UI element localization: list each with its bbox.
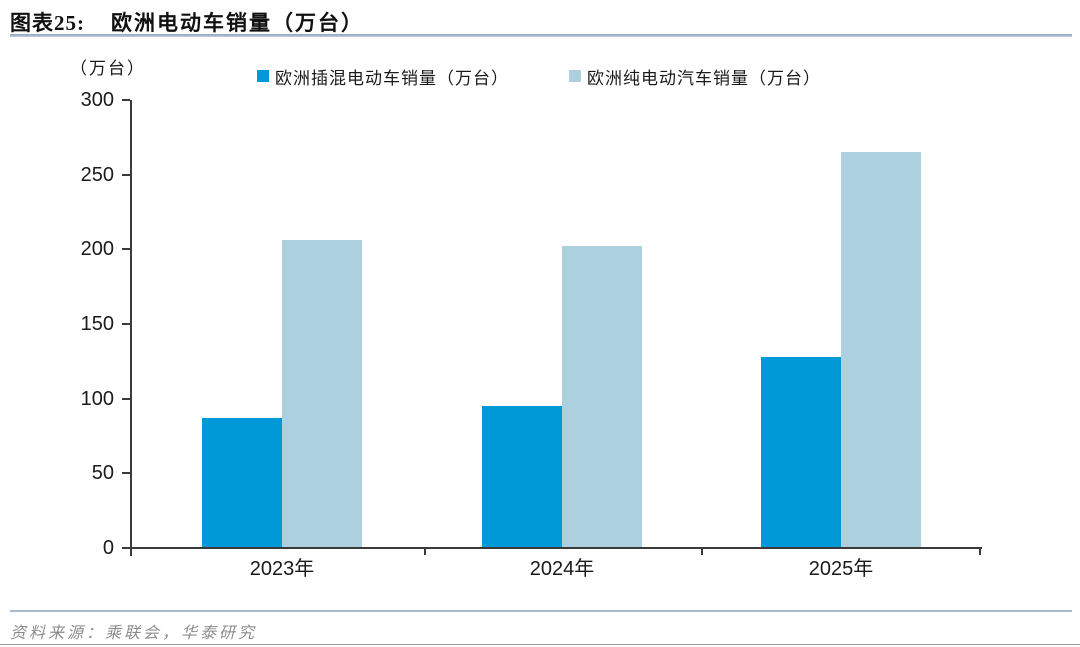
- bar-2023年-bev: [282, 240, 362, 548]
- bar-2023年-phev: [202, 418, 282, 548]
- y-axis-label-250: 250: [80, 163, 114, 186]
- legend-label-bev: 欧洲纯电动汽车销量（万台）: [587, 68, 821, 88]
- legend-marker-bev-icon: [569, 70, 581, 82]
- y-axis-tick-50: [122, 472, 130, 475]
- y-axis-tick-150: [122, 323, 130, 325]
- y-axis-label-200: 200: [80, 238, 114, 261]
- bar-2024年-phev: [482, 406, 562, 548]
- x-axis-tick-1: [701, 548, 703, 555]
- y-axis-label-50: 50: [91, 462, 114, 485]
- x-axis-tick-0: [424, 548, 426, 555]
- source-note: 资料来源：乘联会，华泰研究: [10, 625, 258, 642]
- x-axis-label-2025年: 2025年: [808, 558, 874, 580]
- x-axis-tick-2: [979, 548, 981, 555]
- y-axis-label-100: 100: [80, 387, 114, 410]
- bar-2024年-bev: [562, 246, 642, 548]
- legend-item-phev: 欧洲插混电动车销量（万台）: [257, 66, 509, 88]
- y-axis-tick-250: [122, 173, 130, 176]
- x-axis-label-2023年: 2023年: [249, 558, 315, 580]
- y-axis-line: [130, 100, 132, 556]
- x-axis-label-2024年: 2024年: [529, 558, 595, 580]
- title-divider: [10, 34, 1072, 37]
- footer-divider: [10, 610, 1072, 612]
- x-axis-line: [130, 547, 982, 549]
- legend-item-bev: 欧洲纯电动汽车销量（万台）: [569, 66, 821, 88]
- chart-title-index: 图表25:: [10, 11, 85, 35]
- bar-2025年-phev: [761, 356, 841, 548]
- y-axis-tick-100: [122, 397, 130, 400]
- legend-marker-phev-icon: [257, 70, 269, 82]
- bar-2025年-bev: [841, 152, 921, 548]
- y-axis-label-0: 0: [102, 537, 114, 559]
- y-axis-tick-0: [122, 547, 130, 549]
- chart-title: 图表25: 欧洲电动车销量（万台）: [10, 7, 1070, 35]
- y-axis-tick-300: [122, 99, 130, 101]
- y-axis-unit-label: （万台）: [70, 59, 146, 78]
- y-axis-label-300: 300: [80, 89, 114, 111]
- y-axis-label-150: 150: [80, 313, 114, 335]
- page-bottom-edge: [0, 644, 1080, 645]
- chart-title-text: 欧洲电动车销量（万台）: [111, 11, 364, 35]
- y-axis-tick-200: [122, 248, 130, 251]
- legend-label-phev: 欧洲插混电动车销量（万台）: [275, 68, 509, 88]
